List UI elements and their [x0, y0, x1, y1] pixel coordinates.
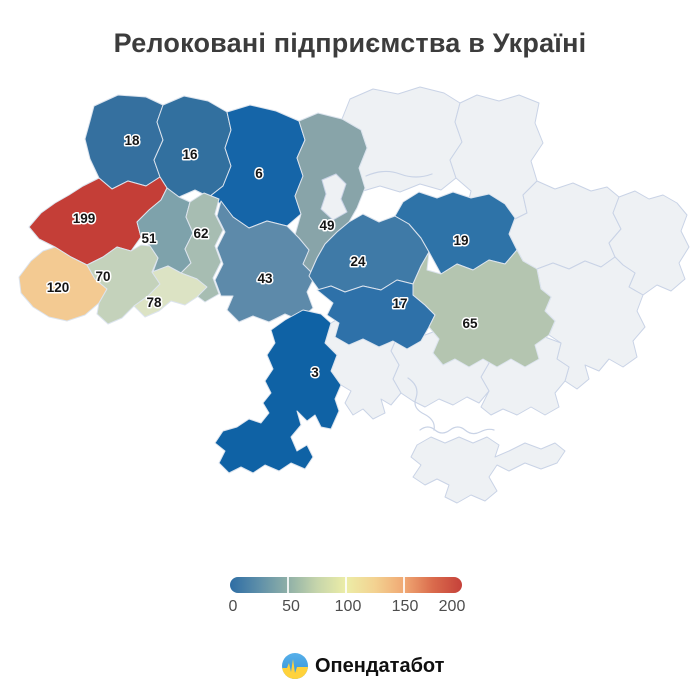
region-value-label: 49	[319, 218, 334, 233]
scale-tick-label: 100	[334, 598, 362, 615]
region-value-label: 17	[392, 296, 407, 311]
region-value-label: 18	[124, 133, 140, 148]
region-value-label: 199	[73, 211, 96, 226]
region-crimea	[410, 436, 566, 504]
region-kyiv-city	[320, 173, 348, 221]
region-kharkiv	[508, 180, 622, 270]
region-value-label: 120	[47, 280, 70, 295]
river-line	[407, 377, 435, 431]
region-value-label: 24	[350, 254, 366, 269]
region-value-label: 65	[462, 316, 478, 331]
scale-tick-label: 50	[282, 598, 300, 615]
region-value-label: 51	[141, 231, 157, 246]
scale-tick-label: 0	[228, 598, 238, 615]
brand-name: Опендатабот	[315, 655, 445, 677]
scale-divider	[287, 577, 289, 593]
scale-divider	[403, 577, 405, 593]
opendatabot-logo-icon	[282, 653, 308, 679]
scale-divider	[345, 577, 347, 593]
region-dnipropetrovsk[interactable]	[412, 249, 556, 368]
region-chernivtsi[interactable]	[133, 265, 208, 318]
region-value-label: 19	[453, 233, 468, 248]
river-line	[365, 170, 433, 178]
region-value-label: 62	[193, 226, 208, 241]
region-value-label: 16	[182, 147, 198, 162]
page-title: Релоковані підприємства в Україні	[113, 28, 587, 58]
color-scale-bar	[230, 577, 462, 593]
region-vinnytsia[interactable]	[214, 200, 316, 323]
region-kirovohrad[interactable]	[316, 279, 436, 350]
region-value-label: 6	[255, 166, 263, 181]
region-value-label: 3	[311, 365, 319, 380]
river-line	[419, 426, 495, 435]
region-value-label: 78	[146, 295, 162, 310]
scale-tick-label: 200	[438, 598, 466, 615]
scale-tick-label: 150	[391, 598, 419, 615]
region-value-label: 70	[95, 269, 110, 284]
region-khmelnytskyi[interactable]	[180, 192, 224, 303]
region-poltava[interactable]	[394, 191, 518, 275]
region-odesa[interactable]	[214, 309, 342, 474]
region-value-label: 43	[257, 271, 273, 286]
